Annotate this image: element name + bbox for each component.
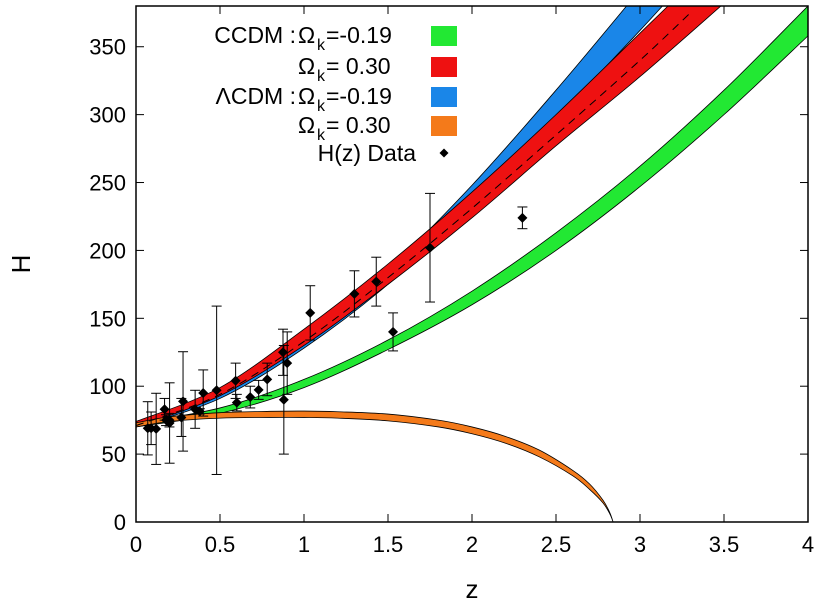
data-point xyxy=(190,389,201,429)
diamond-marker xyxy=(305,307,316,318)
diamond-marker xyxy=(178,396,189,407)
data-point xyxy=(425,192,435,303)
diamond-marker xyxy=(517,212,528,223)
diamond-marker xyxy=(198,388,209,398)
legend-omega-label: Ω xyxy=(298,53,315,79)
diamond-marker xyxy=(253,384,264,395)
plot-area xyxy=(136,6,808,522)
band-lcdm-plus xyxy=(136,410,614,522)
data-point xyxy=(371,256,382,307)
legend-swatch xyxy=(431,87,457,107)
x-tick-label: 4 xyxy=(802,532,814,557)
x-tick-label: 0 xyxy=(130,532,142,557)
x-tick-label: 3.5 xyxy=(709,532,740,557)
y-tick-label: 250 xyxy=(89,171,126,196)
band-ccdm-plus xyxy=(136,6,722,428)
hz-data-points xyxy=(142,192,528,475)
data-point xyxy=(151,392,162,465)
legend-data-label: H(z) Data xyxy=(318,140,417,166)
data-point xyxy=(198,369,209,417)
legend-omega-label: Ω xyxy=(298,22,315,48)
y-tick-label: 50 xyxy=(102,442,126,467)
diamond-marker xyxy=(388,326,399,337)
legend-model-label: ΛCDM : xyxy=(215,83,296,109)
y-tick-label: 0 xyxy=(114,510,126,535)
diamond-marker xyxy=(176,412,187,423)
data-point xyxy=(388,312,399,352)
y-tick-label: 150 xyxy=(89,306,126,331)
dashed-reference-curve xyxy=(136,12,691,427)
diamond-marker xyxy=(159,404,170,415)
data-point xyxy=(230,362,241,399)
data-point xyxy=(164,382,175,464)
data-point xyxy=(211,305,222,475)
y-tick-label: 100 xyxy=(89,374,126,399)
diamond-marker xyxy=(262,374,273,385)
x-tick-label: 1 xyxy=(298,532,310,557)
diamond-marker xyxy=(211,385,222,396)
diamond-marker xyxy=(230,375,241,386)
legend-subscript: k xyxy=(317,98,326,115)
data-point xyxy=(262,362,273,397)
legend-omega-label: Ω xyxy=(298,83,315,109)
x-axis-label: z xyxy=(466,574,479,604)
legend-diamond-marker xyxy=(439,148,449,158)
x-tick-label: 2 xyxy=(466,532,478,557)
data-point xyxy=(349,270,360,318)
x-tick-label: 0.5 xyxy=(205,532,236,557)
diamond-marker xyxy=(164,418,175,429)
legend-swatch xyxy=(431,116,457,136)
y-tick-label: 350 xyxy=(89,35,126,60)
diamond-marker xyxy=(282,358,293,369)
legend-value: =-0.19 xyxy=(326,83,392,109)
diamond-marker xyxy=(231,397,242,408)
y-tick-label: 300 xyxy=(89,103,126,128)
legend-omega-label: Ω xyxy=(298,112,315,138)
data-point xyxy=(517,206,528,230)
diamond-marker xyxy=(425,242,435,253)
legend-model-label: CCDM : xyxy=(214,22,296,48)
legend-value: = 0.30 xyxy=(326,112,391,138)
legend-swatch xyxy=(431,57,457,77)
diamond-marker xyxy=(151,423,162,434)
legend-subscript: k xyxy=(317,127,326,144)
legend-subscript: k xyxy=(317,68,326,85)
band-ccdm-minus xyxy=(136,6,808,428)
data-point xyxy=(305,285,316,341)
legend-swatch xyxy=(431,26,457,46)
x-axis: 0 0.5 1 1.5 2 2.5 3 3.5 4 xyxy=(130,6,814,557)
legend-entry: H(z) Data xyxy=(318,140,449,166)
data-point xyxy=(282,331,293,395)
diamond-marker xyxy=(245,392,256,403)
data-point xyxy=(245,385,256,409)
legend-value: =-0.19 xyxy=(326,22,392,48)
x-tick-label: 2.5 xyxy=(541,532,572,557)
y-axis: 0 50 100 150 200 250 300 350 xyxy=(89,35,808,535)
data-point xyxy=(253,379,264,400)
bands xyxy=(136,6,808,522)
diamond-marker xyxy=(349,288,360,299)
diamond-marker xyxy=(194,406,205,417)
diamond-marker xyxy=(278,347,288,358)
legend-value: = 0.30 xyxy=(326,53,391,79)
diamond-marker xyxy=(278,394,289,405)
data-point xyxy=(178,351,189,452)
legend-subscript: k xyxy=(317,37,326,54)
x-tick-label: 3 xyxy=(634,532,646,557)
y-tick-label: 200 xyxy=(89,238,126,263)
data-point xyxy=(278,328,288,376)
x-tick-label: 1.5 xyxy=(373,532,404,557)
y-axis-label: H xyxy=(6,255,36,274)
data-point xyxy=(231,393,242,412)
diamond-marker xyxy=(371,276,382,287)
